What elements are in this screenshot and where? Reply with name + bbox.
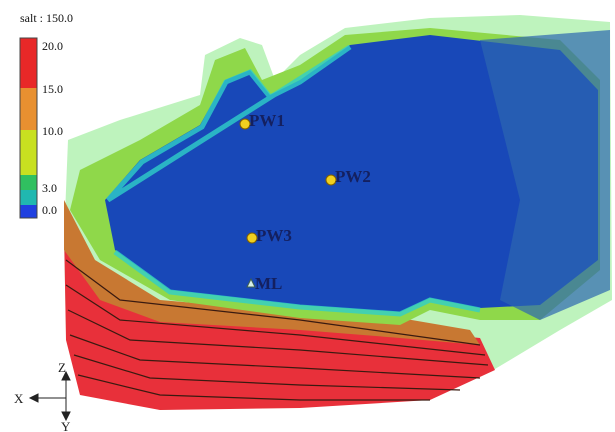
legend-label: 20.0 — [42, 39, 63, 53]
legend-swatch — [20, 190, 37, 205]
interior-right — [480, 30, 610, 320]
z-arrow — [61, 370, 71, 381]
axis-triad — [28, 370, 71, 422]
x-label: X — [14, 391, 24, 406]
legend-frame — [19, 37, 38, 219]
legend-label: 10.0 — [42, 124, 63, 138]
interior — [105, 35, 598, 312]
legend-title: salt : 150.0 — [20, 11, 73, 25]
wells: PW1 PW2 PW3 ML — [239, 111, 371, 293]
well-label: PW2 — [335, 167, 371, 186]
well-marker — [246, 232, 258, 244]
well-label: PW3 — [256, 226, 292, 245]
legend-label: 3.0 — [42, 181, 57, 195]
z-label: Z — [58, 360, 66, 375]
legend-label: 15.0 — [42, 82, 63, 96]
orange-layers — [64, 200, 480, 345]
red-layers — [64, 230, 495, 410]
cyan-band-bottom — [113, 249, 481, 317]
ml-marker — [246, 277, 256, 288]
well-marker — [239, 118, 251, 130]
well-marker — [325, 174, 337, 186]
legend-swatch — [20, 175, 37, 190]
cyan-band — [106, 44, 352, 203]
legend-swatch — [20, 205, 37, 218]
legend-swatch — [20, 88, 37, 130]
legend-swatch — [20, 38, 37, 88]
well-label: PW1 — [249, 111, 285, 130]
legend: salt : 150.0 20.0 15.0 10.0 3.0 0.0 — [19, 11, 73, 219]
y-label: Y — [61, 419, 71, 432]
legend-label: 0.0 — [42, 203, 57, 217]
x-arrow — [28, 393, 39, 403]
model-body — [64, 15, 612, 410]
layer-lines — [65, 259, 489, 401]
well-label: ML — [255, 274, 282, 293]
legend-swatch — [20, 130, 37, 175]
y-arrow — [61, 411, 71, 422]
